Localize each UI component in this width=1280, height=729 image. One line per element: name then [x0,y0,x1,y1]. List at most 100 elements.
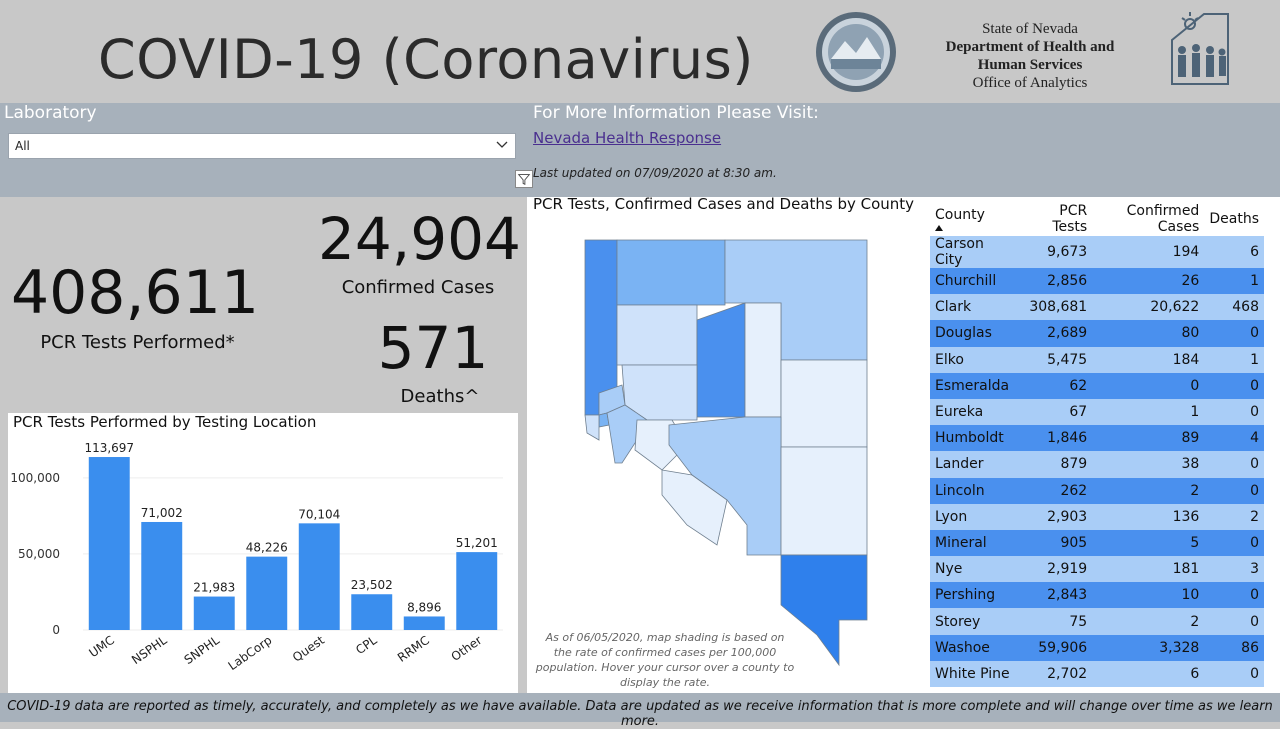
bar-cpl[interactable] [351,594,393,630]
table-row[interactable]: Storey 75 2 0 [930,608,1264,635]
county-lincoln[interactable] [780,446,868,556]
deaths-cell: 0 [1204,398,1264,426]
pcr-tests-cell: 67 [1018,398,1093,426]
col-pcr-tests-header[interactable]: PCR Tests [1052,203,1088,235]
pcr-tests-cell: 2,689 [1018,320,1093,347]
page-title: COVID-19 (Coronavirus) [98,28,754,91]
pcr-tests-cell: 9,673 [1018,236,1093,268]
table-row[interactable]: Washoe 59,906 3,328 86 [930,634,1264,661]
deaths-cell: 0 [1204,529,1264,557]
county-white-pine[interactable] [780,359,868,448]
bar-snphl[interactable] [193,596,235,630]
table-row[interactable]: Lincoln 262 2 0 [930,477,1264,504]
deaths-cell: 0 [1204,372,1264,399]
x-category-label: LabCorp [226,633,275,673]
nevada-health-response-link[interactable]: Nevada Health Response [533,129,722,147]
pcr-tests-cell: 2,919 [1018,556,1093,583]
bar-umc[interactable] [88,457,130,630]
bar-value-label: 70,104 [298,507,340,521]
pcr-tests-cell: 59,906 [1018,634,1093,661]
county-pershing[interactable] [616,304,698,366]
y-tick-label: 100,000 [10,471,60,485]
pcr-tests-value: 408,611 [10,258,260,328]
deaths-cell: 1 [1204,268,1264,295]
confirmed-cases-cell: 136 [1092,503,1205,530]
county-cell: Clark [930,294,1019,321]
bar-value-label: 71,002 [141,506,183,520]
table-row[interactable]: Douglas 2,689 80 0 [930,320,1264,347]
table-row[interactable]: Humboldt 1,846 89 4 [930,425,1264,452]
pcr-tests-cell: 308,681 [1018,294,1093,321]
county-nye[interactable] [668,416,782,556]
footer-disclaimer: COVID-19 data are reported as timely, ac… [0,693,1280,729]
bar-labcorp[interactable] [246,556,288,630]
county-douglas[interactable] [584,414,600,441]
confirmed-cases-cell: 2 [1092,608,1205,635]
dhhs-logo-icon [1171,12,1229,85]
bar-rrmc[interactable] [403,616,445,630]
confirmed-cases-cell: 184 [1092,346,1205,373]
table-row[interactable]: Esmeralda 62 0 0 [930,372,1264,399]
col-confirmed-cases-header[interactable]: Confirmed Cases [1126,203,1200,235]
county-cell: Storey [930,608,1019,635]
deaths-label: Deaths^ [400,386,480,407]
table-row[interactable]: Carson City 9,673 194 6 [930,236,1264,268]
pcr-tests-cell: 2,903 [1018,503,1093,530]
county-cell: Elko [930,346,1019,373]
deaths-cell: 0 [1204,582,1264,609]
table-row[interactable]: Clark 308,681 20,622 468 [930,294,1264,321]
county-lander[interactable] [696,302,746,418]
pcr-tests-cell: 1,846 [1018,425,1093,452]
header-bar [0,0,1280,103]
county-cell: Lyon [930,503,1019,530]
x-category-label: UMC [86,633,117,660]
table-row[interactable]: Eureka 67 1 0 [930,398,1264,426]
table-row[interactable]: Lander 879 38 0 [930,451,1264,478]
deaths-cell: 0 [1204,660,1264,687]
bar-value-label: 113,697 [84,441,134,455]
confirmed-cases-cell: 10 [1092,582,1205,609]
confirmed-cases-value: 24,904 [318,205,521,273]
chevron-down-icon [496,141,508,148]
county-table: County PCR Tests Confirmed Cases Deaths … [930,202,1264,687]
table-row[interactable]: Elko 5,475 184 1 [930,346,1264,373]
x-category-label: SNPHL [182,633,223,667]
county-humboldt[interactable] [616,239,726,306]
county-eureka[interactable] [744,302,782,418]
county-clark[interactable] [780,554,868,667]
pcr-tests-cell: 879 [1018,451,1093,478]
confirmed-cases-cell: 2 [1092,477,1205,504]
table-row[interactable]: Pershing 2,843 10 0 [930,582,1264,609]
nevada-county-map[interactable] [527,225,927,670]
pcr-tests-label: PCR Tests Performed* [40,332,235,353]
deaths-cell: 468 [1204,294,1264,321]
bar-nsphl[interactable] [141,521,183,630]
x-category-label: CPL [353,633,380,657]
county-lyon[interactable] [606,404,648,464]
table-row[interactable]: Churchill 2,856 26 1 [930,268,1264,295]
filter-icon[interactable] [515,170,533,188]
county-esmeralda[interactable] [661,469,728,546]
table-row[interactable]: Mineral 905 5 0 [930,529,1264,557]
pcr-tests-cell: 2,702 [1018,660,1093,687]
table-row[interactable]: White Pine 2,702 6 0 [930,660,1264,687]
col-county-header[interactable]: County [930,202,1018,236]
y-tick-label: 50,000 [18,547,60,561]
confirmed-cases-cell: 181 [1092,556,1205,583]
col-deaths-header[interactable]: Deaths [1209,211,1259,227]
laboratory-dropdown[interactable]: All [8,133,516,159]
table-row[interactable]: Lyon 2,903 136 2 [930,503,1264,530]
pcr-tests-cell: 2,843 [1018,582,1093,609]
county-cell: Nye [930,556,1019,583]
table-row[interactable]: Nye 2,919 181 3 [930,556,1264,583]
county-cell: Pershing [930,582,1019,609]
agency-line: State of Nevada [982,21,1078,37]
bar-quest[interactable] [298,523,340,630]
deaths-cell: 3 [1204,556,1264,583]
bar-chart-title: PCR Tests Performed by Testing Location [13,413,317,431]
table-header-row: County PCR Tests Confirmed Cases Deaths [930,202,1264,236]
last-updated-text: Last updated on 07/09/2020 at 8:30 am. [533,166,777,180]
deaths-cell: 0 [1204,320,1264,347]
bar-value-label: 23,502 [351,578,393,592]
bar-other[interactable] [456,552,498,630]
